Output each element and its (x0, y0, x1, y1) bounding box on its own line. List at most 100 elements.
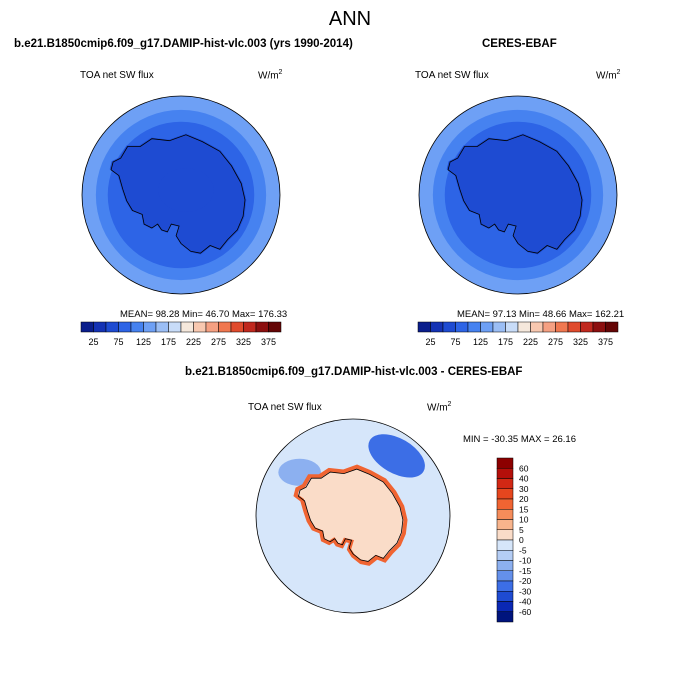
colorbar-tick-label: 60 (519, 463, 529, 473)
colorbar-tick-label: 175 (498, 337, 513, 347)
map-region-coastal (293, 464, 408, 566)
colorbar-swatch (168, 321, 182, 333)
colorbar-tick-label: 15 (519, 504, 529, 514)
colorbar-swatch (517, 321, 531, 333)
colorbar-swatch (430, 321, 444, 333)
colorbar-swatch (218, 321, 232, 333)
colorbar-tick-label: 75 (113, 337, 123, 347)
colorbar-swatch (143, 321, 157, 333)
panel-3-stats: MIN = -30.35 MAX = 26.16 (463, 434, 577, 445)
colorbar-swatch (180, 321, 194, 333)
colorbar-swatch (496, 601, 514, 612)
colorbar-swatch (442, 321, 456, 333)
colorbar-tick-label: 375 (598, 337, 613, 347)
colorbar-swatch (268, 321, 282, 333)
colorbar-tick-label: -10 (519, 556, 532, 566)
colorbar-swatch (496, 457, 514, 469)
colorbar-swatch (243, 321, 257, 333)
colorbar-tick-label: -60 (519, 607, 532, 617)
colorbar-swatch (467, 321, 481, 333)
colorbar-swatch (605, 321, 619, 333)
panel-1-title: b.e21.B1850cmip6.f09_g17.DAMIP-hist-vlc.… (14, 38, 353, 50)
panel-3-variable: TOA net SW flux (248, 402, 322, 413)
colorbar-swatch (592, 321, 606, 333)
colorbar-tick-label: 20 (519, 494, 529, 504)
panel-1-map (81, 95, 281, 295)
panel-1-units: W/m2 (258, 69, 283, 82)
coastline (110, 134, 246, 254)
colorbar-swatch (496, 478, 514, 489)
panel-2-map (418, 95, 618, 295)
colorbar-swatch (496, 519, 514, 530)
colorbar-swatch (530, 321, 544, 333)
panel-3-title: b.e21.B1850cmip6.f09_g17.DAMIP-hist-vlc.… (185, 366, 523, 378)
colorbar-tick-label: 175 (161, 337, 176, 347)
map-boundary (81, 95, 281, 295)
colorbar-swatch (105, 321, 119, 333)
panel-1-variable: TOA net SW flux (80, 70, 154, 81)
colorbar-tick-label: -15 (519, 566, 532, 576)
colorbar-swatch (230, 321, 244, 333)
colorbar-swatch (496, 591, 514, 602)
colorbar-swatch (496, 550, 514, 561)
colorbar-swatch (205, 321, 219, 333)
colorbar-tick-label: 30 (519, 484, 529, 494)
colorbar-tick-label: -20 (519, 576, 532, 586)
coastline (298, 468, 404, 562)
colorbar-swatch (505, 321, 519, 333)
colorbar-swatch (555, 321, 569, 333)
map-region-plateau (158, 168, 214, 212)
map-boundary (418, 95, 618, 295)
colorbar-tick-label: 0 (519, 535, 524, 545)
colorbar-swatch (255, 321, 269, 333)
colorbar-tick-label: 125 (136, 337, 151, 347)
colorbar-swatch (496, 509, 514, 520)
colorbar-tick-label: -5 (519, 545, 527, 555)
colorbar-tick-label: 375 (261, 337, 276, 347)
map-region-atlantic (278, 458, 321, 486)
colorbar-swatch (496, 498, 514, 510)
map-region-continent (298, 469, 403, 562)
colorbar-swatch (130, 321, 144, 333)
panel-3-map (255, 418, 451, 614)
colorbar-swatch (496, 529, 514, 541)
colorbar-swatch (580, 321, 594, 333)
colorbar-swatch (118, 321, 132, 333)
colorbar-swatch (80, 321, 94, 333)
colorbar-tick-label: 40 (519, 474, 529, 484)
colorbar-tick-label: 325 (236, 337, 251, 347)
colorbar-tick-label: 125 (473, 337, 488, 347)
colorbar-swatch (417, 321, 431, 333)
colorbar-tick-label: 25 (88, 337, 98, 347)
colorbar-swatch (155, 321, 169, 333)
colorbar-tick-label: -30 (519, 586, 532, 596)
colorbar-tick-label: 5 (519, 525, 524, 535)
colorbar-swatch (496, 580, 514, 592)
colorbar-tick-label: 275 (211, 337, 226, 347)
colorbar-swatch (193, 321, 207, 333)
colorbar-tick-label: 10 (519, 515, 529, 525)
map-boundary (255, 418, 451, 614)
colorbar-swatch (496, 560, 514, 571)
colorbar-tick-label: 225 (186, 337, 201, 347)
colorbar-swatch (455, 321, 469, 333)
colorbar-tick-label: 75 (450, 337, 460, 347)
colorbar-swatch (496, 570, 514, 582)
map-region-pacific (368, 434, 425, 478)
colorbar-swatch (480, 321, 494, 333)
panel-2-variable: TOA net SW flux (415, 70, 489, 81)
colorbar-tick-label: 225 (523, 337, 538, 347)
colorbar-swatch (496, 468, 514, 479)
colorbar-swatch (567, 321, 581, 333)
colorbar-tick-label: 25 (425, 337, 435, 347)
panel-1-colorbar: 25 75 125 175 225 275 325 375 (80, 321, 282, 347)
coastline (447, 134, 583, 254)
panel-2-units: W/m2 (596, 69, 621, 82)
colorbar-swatch (492, 321, 506, 333)
colorbar-swatch (496, 539, 514, 551)
panel-2-title: CERES-EBAF (482, 38, 557, 50)
panel-1-stats: MEAN= 98.28 Min= 46.70 Max= 176.33 (120, 309, 288, 320)
colorbar-tick-label: 275 (548, 337, 563, 347)
panel-3-units: W/m2 (427, 401, 452, 414)
